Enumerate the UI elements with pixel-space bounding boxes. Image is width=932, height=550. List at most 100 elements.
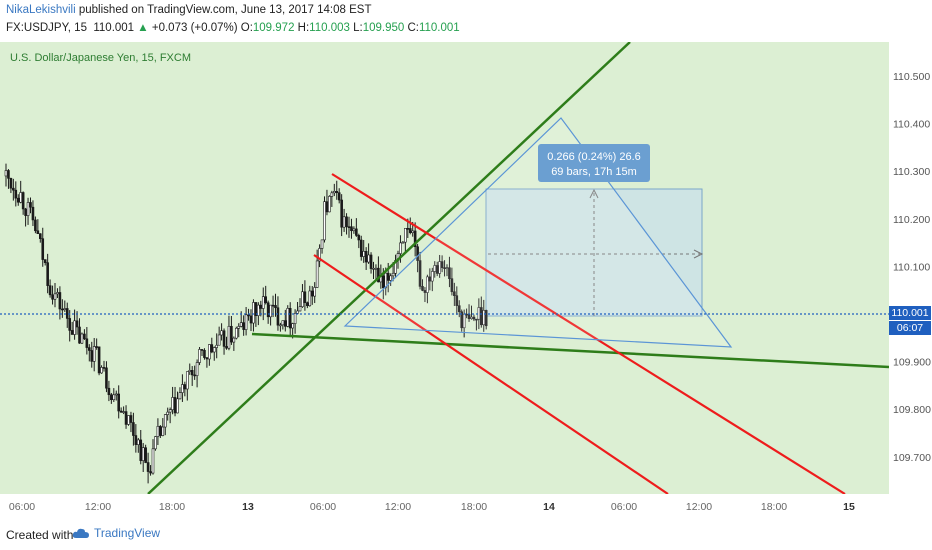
arrow-up-icon — [589, 188, 599, 199]
candle-body — [225, 346, 228, 349]
candle-body — [139, 439, 143, 461]
candle-body — [306, 302, 309, 307]
x-tick-label: 18:00 — [761, 501, 787, 513]
triangle-pattern — [343, 117, 733, 348]
candle-body — [315, 260, 319, 288]
arrow-right-icon — [693, 249, 704, 259]
candle-body — [24, 208, 27, 216]
candle-body — [411, 230, 415, 233]
candle-body — [141, 447, 145, 461]
y-tick-label: 109.900 — [893, 357, 931, 369]
candle-body — [38, 233, 42, 239]
candle-body — [78, 326, 81, 344]
created-with-label: Created with — [6, 528, 74, 542]
candle-body — [212, 347, 216, 353]
candle-body — [445, 267, 449, 269]
candle-body — [19, 192, 23, 203]
candle-body — [325, 201, 329, 213]
candle-body — [465, 313, 468, 316]
candle-body — [470, 316, 473, 319]
y-tick-label: 110.100 — [893, 261, 930, 273]
candle-body — [244, 314, 248, 330]
candle-body — [36, 230, 40, 234]
candle-body — [75, 320, 79, 328]
candle-body — [85, 338, 89, 348]
candle-body — [271, 304, 275, 307]
author-link[interactable]: NikaLekishvili — [6, 4, 76, 16]
plot-layer — [0, 42, 889, 494]
candle-body — [193, 374, 196, 377]
candle-body — [286, 308, 290, 327]
candle-body — [215, 344, 218, 348]
candle-body — [92, 346, 96, 362]
candle-body — [146, 462, 150, 472]
countdown-tag: 06:07 — [889, 321, 931, 335]
candle-body — [298, 306, 302, 312]
candle-body — [364, 251, 368, 263]
open-value: 109.972 — [252, 22, 295, 34]
candle-body — [482, 310, 486, 326]
candle-body — [274, 305, 277, 309]
candle-body — [46, 262, 49, 286]
candle-body — [235, 327, 238, 339]
chart-title: U.S. Dollar/Japanese Yen, 15, FXCM — [10, 52, 191, 64]
candle-body — [129, 415, 133, 423]
cloud-icon — [72, 528, 89, 538]
y-tick-label: 109.800 — [893, 404, 931, 416]
candle-body — [249, 315, 253, 324]
candle-body — [31, 206, 35, 221]
x-tick-label: 13 — [242, 501, 254, 513]
high-label: H: — [297, 22, 310, 34]
x-tick-label: 15 — [843, 501, 855, 513]
candle-body — [332, 191, 336, 194]
candle-body — [323, 201, 326, 241]
high-value: 110.003 — [309, 22, 350, 34]
candle-body — [359, 239, 363, 257]
candle-body — [426, 276, 429, 293]
candle-body — [475, 318, 478, 321]
candle-body — [102, 367, 106, 369]
candle-body — [313, 287, 317, 297]
y-tick-label: 110.200 — [893, 214, 930, 226]
candle-body — [149, 471, 152, 474]
candle-body — [232, 337, 236, 343]
tradingview-logo[interactable]: TradingView — [72, 526, 160, 540]
candle-body — [303, 291, 307, 303]
candle-body — [65, 308, 69, 319]
candle-body — [217, 334, 221, 346]
candle-body — [58, 292, 62, 310]
candle-body — [279, 324, 282, 327]
candle-body — [472, 316, 476, 320]
candle-body — [296, 310, 299, 314]
candle-body — [455, 295, 459, 306]
candle-body — [186, 371, 189, 390]
publication-line: NikaLekishvili published on TradingView.… — [6, 4, 371, 16]
candle-body — [460, 311, 464, 329]
candle-body — [176, 398, 179, 414]
candle-body — [14, 189, 18, 199]
header: NikaLekishvili published on TradingView.… — [0, 0, 932, 40]
candle-body — [68, 318, 71, 331]
time-axis[interactable] — [0, 494, 889, 520]
candle-body — [83, 333, 86, 340]
candle-body — [269, 304, 272, 318]
candle-body — [350, 226, 353, 232]
candle-body — [159, 426, 162, 436]
candle-body — [340, 199, 343, 228]
candle-body — [34, 219, 37, 232]
candle-body — [293, 312, 297, 324]
candle-body — [230, 325, 233, 343]
tradingview-brand: TradingView — [94, 526, 161, 540]
candle-body — [43, 259, 47, 263]
price-axis[interactable] — [889, 42, 932, 494]
candle-body — [198, 349, 201, 363]
candle-body — [362, 251, 366, 257]
footer: Created with TradingView — [0, 520, 932, 550]
candle-body — [188, 370, 192, 372]
candle-body — [453, 291, 456, 296]
candle-body — [124, 411, 128, 425]
candle-body — [222, 330, 226, 347]
candle-body — [374, 267, 378, 270]
candle-body — [342, 216, 346, 228]
